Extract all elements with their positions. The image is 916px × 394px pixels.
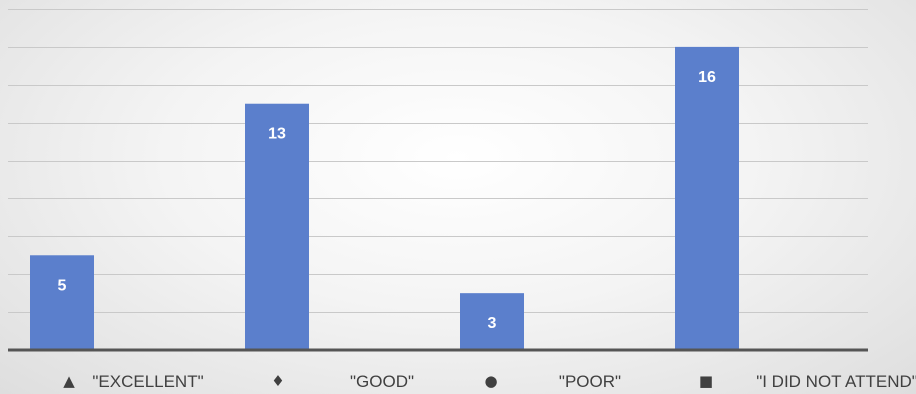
- data-label: 13: [268, 126, 286, 143]
- category-label: "I DID NOT ATTEND": [756, 372, 916, 391]
- data-label: 16: [698, 69, 716, 86]
- category-marker-icon: ♦: [271, 372, 284, 390]
- bar: [675, 46, 739, 351]
- category-label: "EXCELLENT": [92, 372, 203, 391]
- bars: [30, 46, 739, 351]
- bar: [30, 255, 94, 350]
- category-label: "POOR": [559, 372, 621, 391]
- data-label: 5: [58, 277, 67, 294]
- category-label: "GOOD": [350, 372, 414, 391]
- bar: [460, 293, 524, 350]
- category-marker-icon: ■: [699, 372, 713, 390]
- gridlines: [8, 9, 868, 313]
- category-marker-icon: ●: [484, 372, 497, 390]
- data-labels: 5 13 3 16: [58, 69, 716, 332]
- category-marker-icon: ▲: [63, 372, 75, 390]
- data-label: 3: [488, 315, 497, 332]
- category-labels: ▲ "EXCELLENT" ♦ "GOOD" ● "POOR" ■ "I DID NOT AT…: [63, 372, 916, 391]
- bar: [245, 103, 309, 350]
